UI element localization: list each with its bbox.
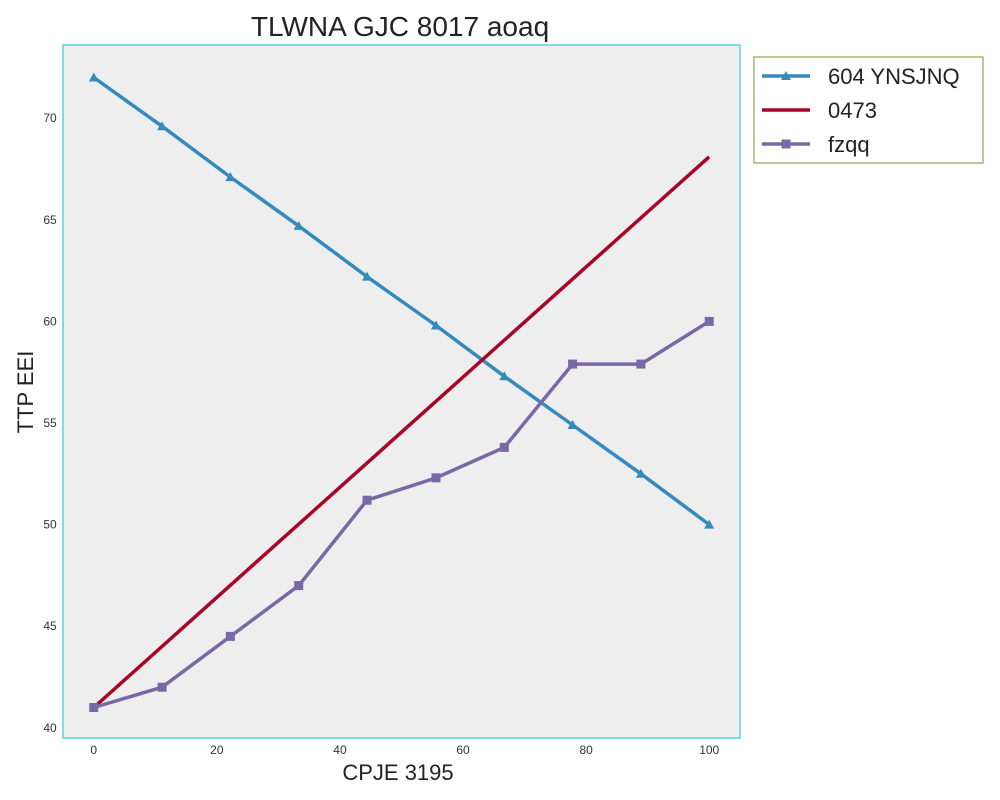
series-line-0 <box>92 76 711 527</box>
legend-label-1: 0473 <box>828 98 877 123</box>
x-tick-label-4: 80 <box>579 743 593 757</box>
y-tick-label-1: 45 <box>43 619 57 633</box>
x-axis-label: CPJE 3195 <box>342 760 453 785</box>
x-tick-label-0: 0 <box>90 743 97 757</box>
x-axis-ticks: 0 20 40 60 80 100 <box>90 743 719 757</box>
data-point-2-9 <box>704 316 714 326</box>
chart-title: TLWNA GJC 8017 aoaq <box>251 11 549 42</box>
series-markers <box>88 72 715 713</box>
x-tick-label-1: 20 <box>210 743 224 757</box>
legend-label-0: 604 YNSJNQ <box>828 64 960 89</box>
data-point-0-9 <box>704 519 715 529</box>
data-point-2-6 <box>499 442 509 452</box>
y-axis-label: TTP EEI <box>13 351 38 434</box>
y-tick-label-6: 70 <box>43 111 57 125</box>
plot-area <box>62 44 741 739</box>
y-tick-label-4: 60 <box>43 314 57 328</box>
data-point-0-7 <box>567 420 578 430</box>
data-point-0-6 <box>499 371 510 381</box>
data-point-0-5 <box>430 320 441 330</box>
x-tick-label-2: 40 <box>333 743 347 757</box>
data-point-2-7 <box>568 359 578 369</box>
data-point-2-0 <box>89 703 99 713</box>
data-point-0-2 <box>225 172 236 182</box>
data-point-0-4 <box>362 271 373 281</box>
legend-marker-0 <box>781 71 791 80</box>
data-point-2-4 <box>362 495 372 505</box>
y-tick-label-5: 65 <box>43 213 57 227</box>
x-tick-label-5: 100 <box>699 743 719 757</box>
series-line-1 <box>92 155 711 709</box>
x-tick-label-3: 60 <box>456 743 470 757</box>
series-lines <box>92 76 711 710</box>
data-point-2-5 <box>431 473 441 483</box>
data-point-2-8 <box>636 359 646 369</box>
y-tick-label-0: 40 <box>43 721 57 735</box>
series-line-2 <box>93 319 711 710</box>
y-tick-label-3: 55 <box>43 416 57 430</box>
y-axis-ticks: 40 45 50 55 60 65 70 <box>43 111 57 735</box>
data-point-2-3 <box>294 581 304 591</box>
legend-label-2: fzqq <box>828 132 870 157</box>
data-point-2-2 <box>225 631 235 641</box>
data-point-0-3 <box>293 220 304 230</box>
data-point-0-8 <box>635 468 646 478</box>
y-tick-label-2: 50 <box>43 518 57 532</box>
data-point-0-0 <box>88 72 99 82</box>
legend-marker-2 <box>781 139 791 149</box>
legend: 604 YNSJNQ 0473 fzqq <box>753 56 984 164</box>
data-point-2-1 <box>157 682 167 692</box>
data-point-0-1 <box>157 121 168 131</box>
